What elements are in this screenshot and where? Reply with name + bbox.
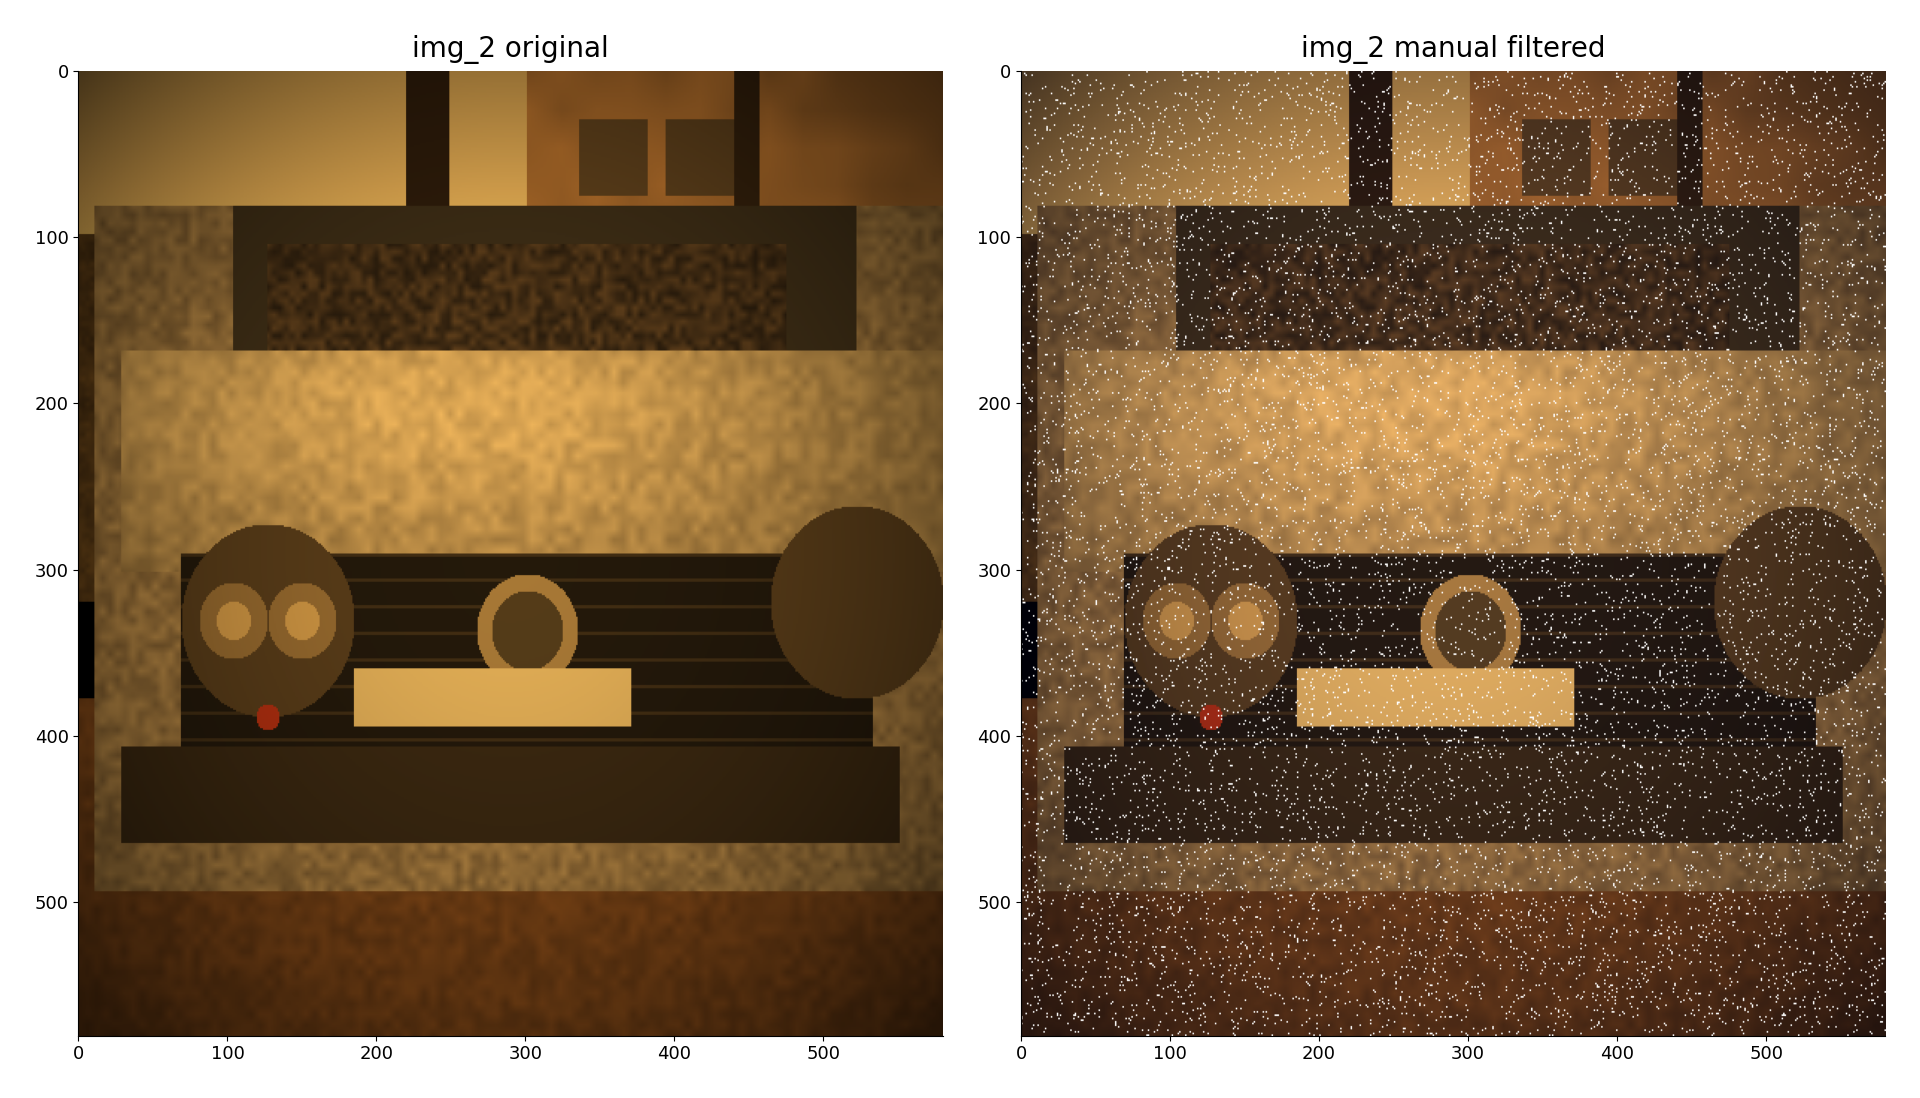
Title: img_2 manual filtered: img_2 manual filtered — [1302, 35, 1605, 64]
Title: img_2 original: img_2 original — [413, 35, 609, 64]
